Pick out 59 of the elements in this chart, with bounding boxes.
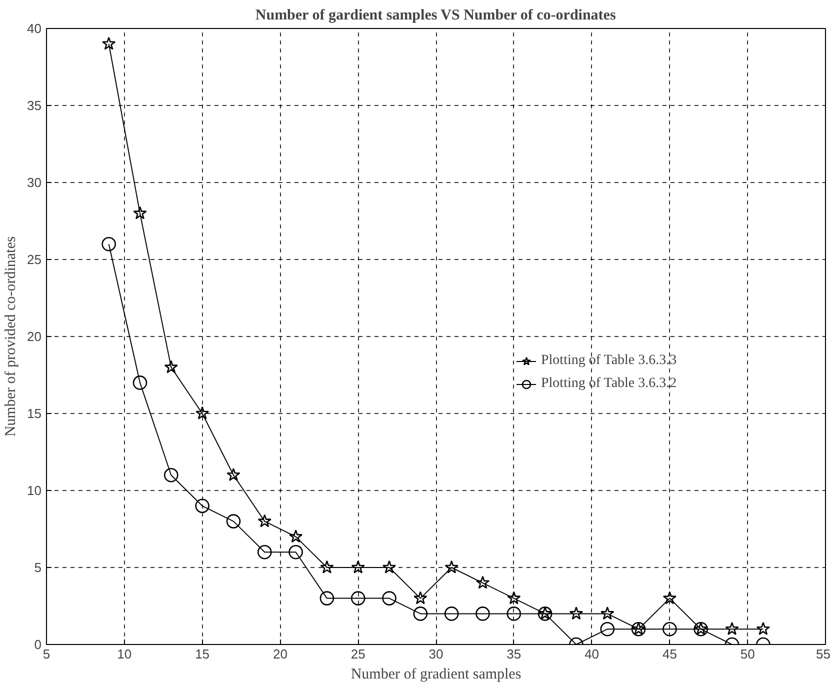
point [350,591,366,606]
point [288,530,303,543]
point [725,622,739,636]
y-tick-label: 10 [27,483,42,498]
point [600,606,614,620]
point [476,606,490,621]
point [102,236,116,252]
x-tick-label: 10 [117,646,132,662]
point [444,560,458,574]
x-axis-title: Number of gradient samples [350,666,522,682]
point [414,591,428,604]
point [195,498,210,514]
point [506,606,522,621]
point [444,606,459,621]
point [569,606,584,620]
point [164,468,178,482]
point [226,468,240,482]
x-tick-label: 30 [428,646,444,662]
x-tick-label: 55 [816,646,831,662]
x-tick-label: 20 [272,646,288,662]
x-tick-label: 15 [195,646,210,662]
point [288,544,303,560]
chart-title: Number of gardient samples VS Number of co-ordinates [255,8,616,24]
y-tick-label: 5 [34,560,42,575]
point [133,206,147,220]
point [320,591,334,606]
x-tick-label: 50 [740,646,755,662]
point [132,376,148,390]
x-tick-label: 40 [584,646,600,662]
point [226,514,241,528]
point [662,591,677,604]
point [102,36,116,50]
y-tick-label: 40 [27,21,42,36]
legend-label: Plotting of Table 3.6.3.3 [541,353,677,369]
point [413,606,428,621]
point [257,544,272,560]
x-tick-label: 25 [350,646,366,662]
point [164,360,178,374]
point [507,591,521,604]
legend-label: Plotting of Table 3.6.3.2 [541,376,677,392]
point [600,622,615,636]
point [195,406,210,420]
y-tick-label: 35 [27,98,42,113]
y-tick-label: 20 [27,329,42,344]
y-tick-label: 30 [27,175,42,190]
point [258,514,272,528]
y-tick-label: 0 [34,637,42,652]
x-tick-label: 35 [506,646,522,662]
point [351,560,365,574]
y-tick-label: 25 [27,252,42,267]
point [756,622,770,636]
point [476,576,490,589]
point [382,591,396,606]
y-tick-label: 15 [27,406,42,421]
y-axis-title: Number of provided co-ordinates [3,236,20,437]
point [320,560,334,574]
x-tick-label: 45 [662,646,677,662]
point [662,622,677,636]
point [382,560,396,574]
